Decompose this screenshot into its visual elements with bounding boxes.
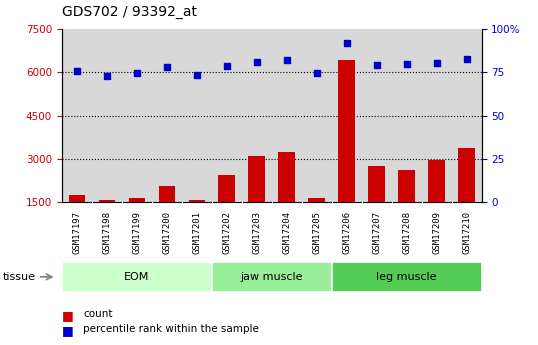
Bar bbox=[398, 170, 415, 202]
Point bbox=[462, 56, 471, 61]
Bar bbox=[188, 200, 205, 202]
Point bbox=[402, 61, 411, 67]
Text: tissue: tissue bbox=[3, 272, 36, 282]
Text: GSM17198: GSM17198 bbox=[102, 211, 111, 254]
Point bbox=[103, 73, 111, 79]
Point bbox=[132, 71, 141, 76]
Bar bbox=[331, 262, 482, 292]
Point bbox=[222, 63, 231, 68]
Text: GSM17199: GSM17199 bbox=[132, 211, 141, 254]
Text: GSM17209: GSM17209 bbox=[432, 211, 441, 254]
Text: GSM17202: GSM17202 bbox=[222, 211, 231, 254]
Text: percentile rank within the sample: percentile rank within the sample bbox=[83, 324, 259, 334]
Point bbox=[73, 68, 81, 73]
Bar bbox=[129, 198, 145, 202]
Text: GSM17206: GSM17206 bbox=[342, 211, 351, 254]
Bar bbox=[69, 195, 85, 202]
Point bbox=[282, 58, 291, 63]
Bar bbox=[159, 186, 175, 202]
Text: EOM: EOM bbox=[124, 272, 150, 282]
Bar bbox=[458, 148, 475, 202]
Bar bbox=[338, 59, 355, 202]
Point bbox=[313, 71, 321, 76]
Text: GSM17208: GSM17208 bbox=[402, 211, 411, 254]
Text: count: count bbox=[83, 309, 113, 319]
Point bbox=[372, 62, 381, 68]
Text: GSM17207: GSM17207 bbox=[372, 211, 381, 254]
Bar bbox=[249, 156, 265, 202]
Text: GSM17204: GSM17204 bbox=[282, 211, 291, 254]
Bar bbox=[212, 262, 331, 292]
Text: leg muscle: leg muscle bbox=[376, 272, 437, 282]
Bar bbox=[369, 166, 385, 202]
Point bbox=[162, 65, 171, 70]
Text: ■: ■ bbox=[62, 324, 74, 337]
Text: GSM17200: GSM17200 bbox=[162, 211, 171, 254]
Bar bbox=[98, 200, 115, 202]
Text: jaw muscle: jaw muscle bbox=[240, 272, 303, 282]
Text: GDS702 / 93392_at: GDS702 / 93392_at bbox=[62, 5, 197, 19]
Text: GSM17205: GSM17205 bbox=[312, 211, 321, 254]
Text: ■: ■ bbox=[62, 309, 74, 322]
Text: GSM17197: GSM17197 bbox=[72, 211, 81, 254]
Point bbox=[252, 59, 261, 65]
Bar bbox=[428, 160, 445, 202]
Point bbox=[193, 72, 201, 78]
Text: GSM17210: GSM17210 bbox=[462, 211, 471, 254]
Point bbox=[432, 60, 441, 66]
Text: GSM17203: GSM17203 bbox=[252, 211, 261, 254]
Bar bbox=[279, 151, 295, 202]
Text: GSM17201: GSM17201 bbox=[192, 211, 201, 254]
Bar bbox=[62, 262, 212, 292]
Bar bbox=[308, 198, 325, 202]
Point bbox=[342, 40, 351, 46]
Bar bbox=[218, 175, 235, 202]
